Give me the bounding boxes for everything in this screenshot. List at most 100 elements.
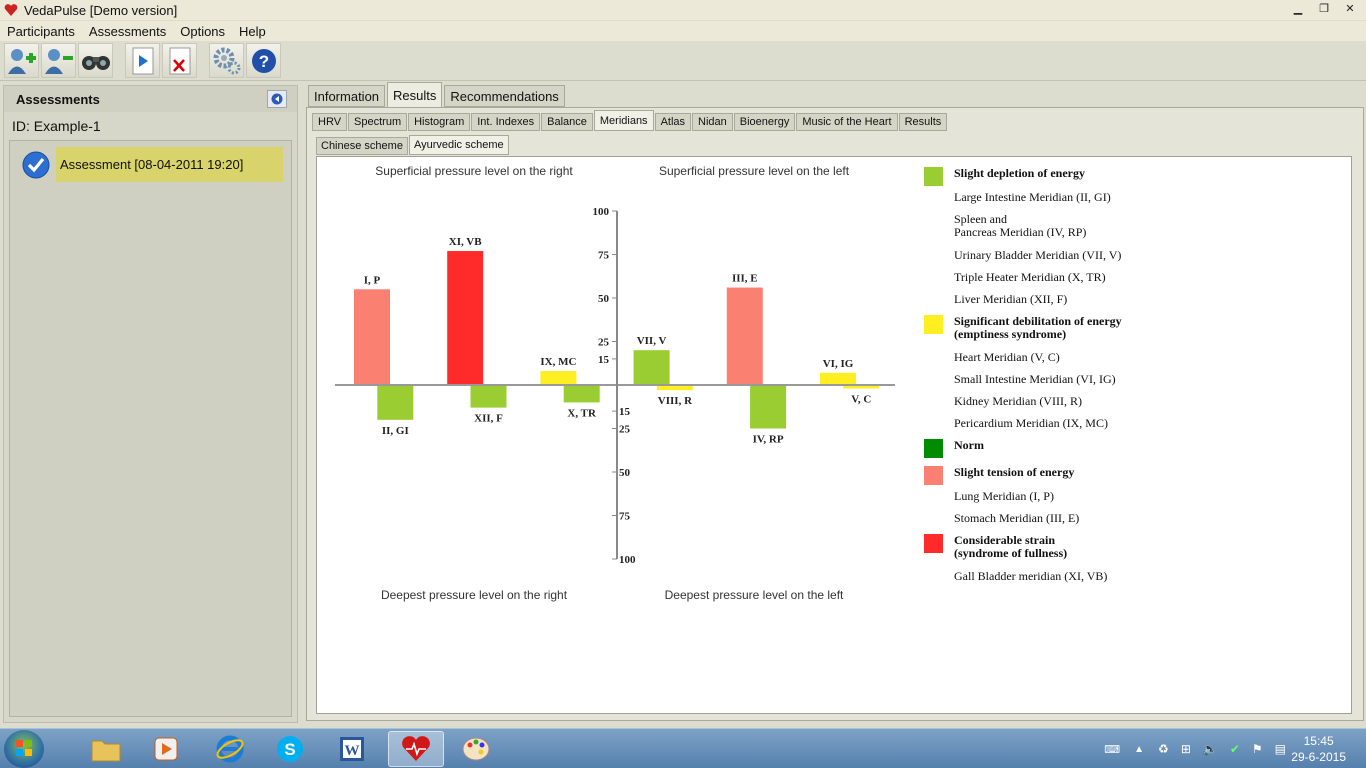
scheme-tabs: Chinese scheme Ayurvedic scheme xyxy=(316,135,509,155)
media-player-icon xyxy=(154,737,178,761)
tab-bioenergy[interactable]: Bioenergy xyxy=(733,113,796,131)
menu-participants[interactable]: Participants xyxy=(7,23,75,39)
legend-item-line: Gall Bladder meridian (XI, VB) xyxy=(954,569,1108,583)
tab-meridians[interactable]: Meridians xyxy=(593,110,654,131)
y-tick-up-label-4: 15 xyxy=(598,354,610,366)
tab-information[interactable]: Information xyxy=(308,85,386,107)
tab-int-indexes[interactable]: Int. Indexes xyxy=(471,113,541,131)
windows-logo-icon xyxy=(16,740,32,756)
tab-ayurvedic-scheme[interactable]: Ayurvedic scheme xyxy=(408,135,509,155)
bar-label-4: IX, MC xyxy=(540,356,576,368)
tab-chinese-scheme[interactable]: Chinese scheme xyxy=(316,137,408,155)
search-button[interactable] xyxy=(78,43,113,78)
assessment-label[interactable]: Assessment [08-04-2011 19:20] xyxy=(56,147,284,182)
tab-atlas[interactable]: Atlas xyxy=(654,113,692,131)
start-button[interactable] xyxy=(4,730,44,768)
caption-bottom-left: Deepest pressure level on the left xyxy=(665,588,844,602)
network-icon[interactable]: ▤ xyxy=(1274,742,1286,756)
taskbar-media-player[interactable] xyxy=(138,731,194,767)
legend-title-line: (syndrome of fullness) xyxy=(954,546,1068,560)
bar-label-10: VI, IG xyxy=(823,358,854,370)
binoculars-icon xyxy=(81,55,110,70)
add-participant-button[interactable] xyxy=(4,43,39,78)
show-hidden-icons-icon[interactable]: ▲ xyxy=(1134,743,1145,755)
keyboard-icon[interactable]: ⌨ xyxy=(1104,743,1121,756)
tab-balance[interactable]: Balance xyxy=(541,113,593,131)
y-tick-up-label-2: 50 xyxy=(598,293,610,305)
sync-icon[interactable]: ♻ xyxy=(1158,742,1169,756)
taskbar-word[interactable]: W xyxy=(324,731,380,767)
ie-icon xyxy=(216,735,244,763)
bar-5 xyxy=(563,385,600,403)
legend-swatch xyxy=(924,439,943,458)
menu-help[interactable]: Help xyxy=(239,23,266,39)
legend-item-line: Stomach Meridian (III, E) xyxy=(954,511,1080,525)
clock[interactable]: 15:45 29-6-2015 xyxy=(1291,733,1346,765)
legend-item-line: Urinary Bladder Meridian (VII, V) xyxy=(954,248,1122,262)
svg-text:?: ? xyxy=(258,52,268,71)
taskbar: S W ⌨ ▲ ♻ ⊞ 🔈 ✔ ⚑ ▤ 15:45 29-6-2015 xyxy=(0,728,1366,768)
taskbar-paint[interactable] xyxy=(448,731,504,767)
collapse-panel-button[interactable] xyxy=(267,90,287,108)
legend-swatch xyxy=(924,167,943,186)
bar-label-2: XI, VB xyxy=(449,236,482,248)
restore-button[interactable]: ❐ xyxy=(1319,3,1329,15)
delete-assessment-button[interactable] xyxy=(162,43,197,78)
participant-id: ID: Example-1 xyxy=(4,112,297,140)
remove-participant-button[interactable] xyxy=(41,43,76,78)
tab-nidan[interactable]: Nidan xyxy=(692,113,733,131)
windows-flag-icon[interactable]: ⊞ xyxy=(1180,742,1191,756)
settings-button[interactable] xyxy=(209,43,244,78)
tab-spectrum[interactable]: Spectrum xyxy=(348,113,408,131)
vedapulse-app-icon xyxy=(4,4,18,16)
legend-item-line: Heart Meridian (V, C) xyxy=(954,350,1060,364)
volume-icon[interactable]: 🔈 xyxy=(1202,742,1218,756)
meridians-chart: Superficial pressure level on the right S… xyxy=(335,164,895,602)
legend-group-1: Significant debilitation of energy (empti… xyxy=(924,315,1122,341)
y-tick-down-label-0: 15 xyxy=(619,406,631,418)
legend-item: Liver Meridian (XII, F) xyxy=(954,293,1067,306)
legend-item: Gall Bladder meridian (XI, VB) xyxy=(954,570,1107,583)
assessments-panel: Assessments ID: Example-1 Assessment [08… xyxy=(3,85,298,723)
start-assessment-button[interactable] xyxy=(125,43,160,78)
update-check-icon[interactable]: ✔ xyxy=(1229,742,1240,756)
legend-title-line: Norm xyxy=(954,438,984,452)
legend-item-line: Liver Meridian (XII, F) xyxy=(954,292,1068,306)
svg-text:S: S xyxy=(284,740,295,759)
taskbar-skype[interactable]: S xyxy=(262,731,318,767)
bar-label-1: II, GI xyxy=(382,425,409,437)
legend-item: Large Intestine Meridian (II, GI) xyxy=(954,191,1111,204)
menu-options[interactable]: Options xyxy=(180,23,226,39)
checkmark-icon xyxy=(22,151,50,178)
settings-gears-icon xyxy=(213,47,240,74)
taskbar-vedapulse[interactable] xyxy=(388,731,444,767)
y-tick-up-label-1: 75 xyxy=(598,250,610,262)
tab-hrv[interactable]: HRV xyxy=(312,113,348,131)
tab-histogram[interactable]: Histogram xyxy=(408,113,471,131)
legend-item: Urinary Bladder Meridian (VII, V) xyxy=(954,249,1121,262)
taskbar-internet-explorer[interactable] xyxy=(202,731,258,767)
tab-music-of-the-heart[interactable]: Music of the Heart xyxy=(796,113,898,131)
assessment-item[interactable]: Assessment [08-04-2011 19:20] xyxy=(22,147,284,182)
y-tick-up-label-3: 25 xyxy=(598,337,610,349)
action-center-flag-icon[interactable]: ⚑ xyxy=(1251,742,1263,756)
svg-text:W: W xyxy=(345,743,360,759)
y-tick-down-label-2: 50 xyxy=(619,467,631,479)
results-panel: Information Results Recommendations HRV … xyxy=(304,82,1366,725)
tab-recommendations[interactable]: Recommendations xyxy=(444,85,565,107)
bar-4 xyxy=(540,371,577,385)
legend-item-line: Triple Heater Meridian (X, TR) xyxy=(954,270,1106,284)
main-tabs: Information Results Recommendations xyxy=(308,82,565,107)
minimize-button[interactable]: ▁ xyxy=(1293,3,1303,15)
close-button[interactable]: ✕ xyxy=(1345,3,1355,15)
help-button[interactable]: ? xyxy=(246,43,281,78)
legend-item-line: Spleen and xyxy=(954,212,1007,226)
id-value: Example-1 xyxy=(33,118,101,134)
taskbar-explorer[interactable] xyxy=(78,731,134,767)
legend-title-line: Significant debilitation of energy xyxy=(954,314,1122,328)
bar-1 xyxy=(377,385,414,420)
tab-results-summary[interactable]: Results xyxy=(898,113,948,131)
menu-assessments[interactable]: Assessments xyxy=(88,23,167,39)
legend-item-line: Kidney Meridian (VIII, R) xyxy=(954,394,1082,408)
tab-results[interactable]: Results xyxy=(387,82,443,107)
